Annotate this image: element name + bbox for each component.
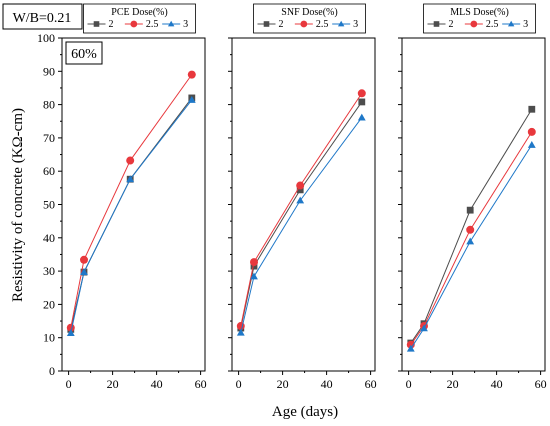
panel-3: 0 20 40 60 MLS Dose(%)2 2.5 3	[398, 3, 547, 391]
legend-box	[423, 3, 536, 34]
y-tick-label: 90	[43, 64, 55, 78]
x-tick-label: 40	[321, 377, 333, 391]
y-tick-label: 100	[37, 31, 55, 45]
legend-marker-2	[433, 21, 440, 27]
data-point-3	[236, 328, 245, 336]
data-point-3	[466, 237, 475, 245]
legend-marker-2.5	[300, 20, 308, 28]
data-point-2.5	[466, 225, 475, 234]
legend-marker-2	[93, 21, 100, 27]
y-tick-label: 10	[43, 331, 55, 345]
legend: MLS Dose(%)2 2.5 3	[423, 3, 536, 34]
series-line-2.5	[70, 74, 193, 328]
series-line-2.5	[240, 93, 363, 327]
series-line-2	[410, 109, 533, 344]
legend-label-3: 3	[183, 19, 188, 30]
data-point-2.5	[357, 89, 366, 98]
x-tick-label: 0	[236, 377, 242, 391]
x-tick-label: 0	[406, 377, 412, 391]
series-line-2	[240, 101, 363, 329]
legend-label-2.5: 2.5	[316, 19, 329, 30]
x-tick-label: 40	[151, 377, 163, 391]
legend: PCE Dose(%)2 2.5 3	[83, 3, 196, 34]
data-point-2.5	[187, 70, 196, 79]
legend-label-2: 2	[449, 19, 454, 30]
y-tick-label: 60	[43, 164, 55, 178]
x-axis-title: Age (days)	[272, 404, 338, 420]
legend-marker-2.5	[470, 20, 478, 28]
data-point-2.5	[126, 156, 135, 165]
y-tick-label: 30	[43, 264, 55, 278]
data-point-2	[528, 105, 536, 113]
x-tick-label: 20	[107, 377, 119, 391]
legend-marker-2	[263, 21, 270, 27]
legend-label-3: 3	[353, 19, 358, 30]
legend: SNF Dose(%)2 2.5 3	[253, 3, 366, 34]
data-point-2	[466, 206, 474, 214]
data-point-3	[527, 140, 536, 148]
legend-title: MLS Dose(%)	[450, 7, 509, 18]
data-point-2.5	[527, 127, 536, 136]
series-line-2.5	[410, 131, 533, 345]
data-point-2	[296, 186, 304, 194]
data-point-3	[126, 175, 135, 183]
series-line-3	[240, 117, 363, 333]
data-point-2	[358, 98, 366, 106]
y-tick-label: 0	[49, 364, 55, 378]
x-tick-label: 20	[447, 377, 459, 391]
panel-2: 0 20 40 60 SNF Dose(%)2 2.5 3	[228, 3, 377, 391]
legend-marker-3	[337, 20, 345, 27]
annotation-box	[65, 41, 103, 65]
x-tick-label: 60	[195, 377, 207, 391]
legend-label-2.5: 2.5	[146, 19, 159, 30]
y-tick-label: 70	[43, 131, 55, 145]
data-point-3	[80, 268, 88, 276]
legend-box	[83, 3, 196, 34]
x-tick-label: 60	[365, 377, 377, 391]
legend-label-3: 3	[523, 19, 528, 30]
legend-marker-2.5	[130, 20, 138, 28]
data-point-2.5	[406, 340, 415, 349]
y-tick-label: 50	[43, 198, 55, 212]
data-point-3	[357, 113, 366, 121]
x-tick-label: 0	[66, 377, 72, 391]
y-tick-label: 20	[43, 297, 55, 311]
wb-label: W/B=0.21	[13, 11, 72, 26]
annotation-label: 60%	[71, 47, 97, 62]
data-point-2.5	[80, 255, 88, 264]
y-tick-label: 80	[43, 98, 55, 112]
series-line-3	[70, 99, 193, 334]
data-point-3	[420, 324, 428, 332]
x-tick-label: 40	[491, 377, 503, 391]
legend-marker-3	[167, 20, 175, 27]
y-tick-label: 40	[43, 231, 55, 245]
data-point-3	[250, 272, 258, 280]
panel-1: 0 20 40 60 0 10 20 30 40 50 60 70 80 90 100 60% PCE Dose…	[37, 3, 207, 391]
x-tick-label: 60	[535, 377, 547, 391]
data-point-2.5	[250, 258, 258, 267]
panel-frame	[231, 37, 376, 372]
data-point-3	[187, 96, 196, 103]
legend-label-2: 2	[279, 19, 284, 30]
wb-label-box	[2, 3, 83, 30]
series-line-3	[410, 144, 533, 349]
legend-box	[253, 3, 366, 34]
panel-frame	[61, 37, 206, 372]
data-point-3	[296, 196, 305, 204]
data-point-3	[406, 344, 415, 352]
data-point-3	[66, 329, 75, 336]
legend-title: SNF Dose(%)	[281, 7, 337, 18]
x-tick-label: 20	[277, 377, 289, 391]
legend-marker-3	[507, 20, 515, 27]
legend-label-2.5: 2.5	[486, 19, 499, 30]
legend-title: PCE Dose(%)	[111, 7, 167, 18]
legend-label-2: 2	[109, 19, 114, 30]
series-line-2	[70, 97, 193, 330]
y-axis-title: Resistivity of concrete (KΩ-cm)	[10, 108, 26, 302]
data-point-2.5	[296, 181, 305, 190]
